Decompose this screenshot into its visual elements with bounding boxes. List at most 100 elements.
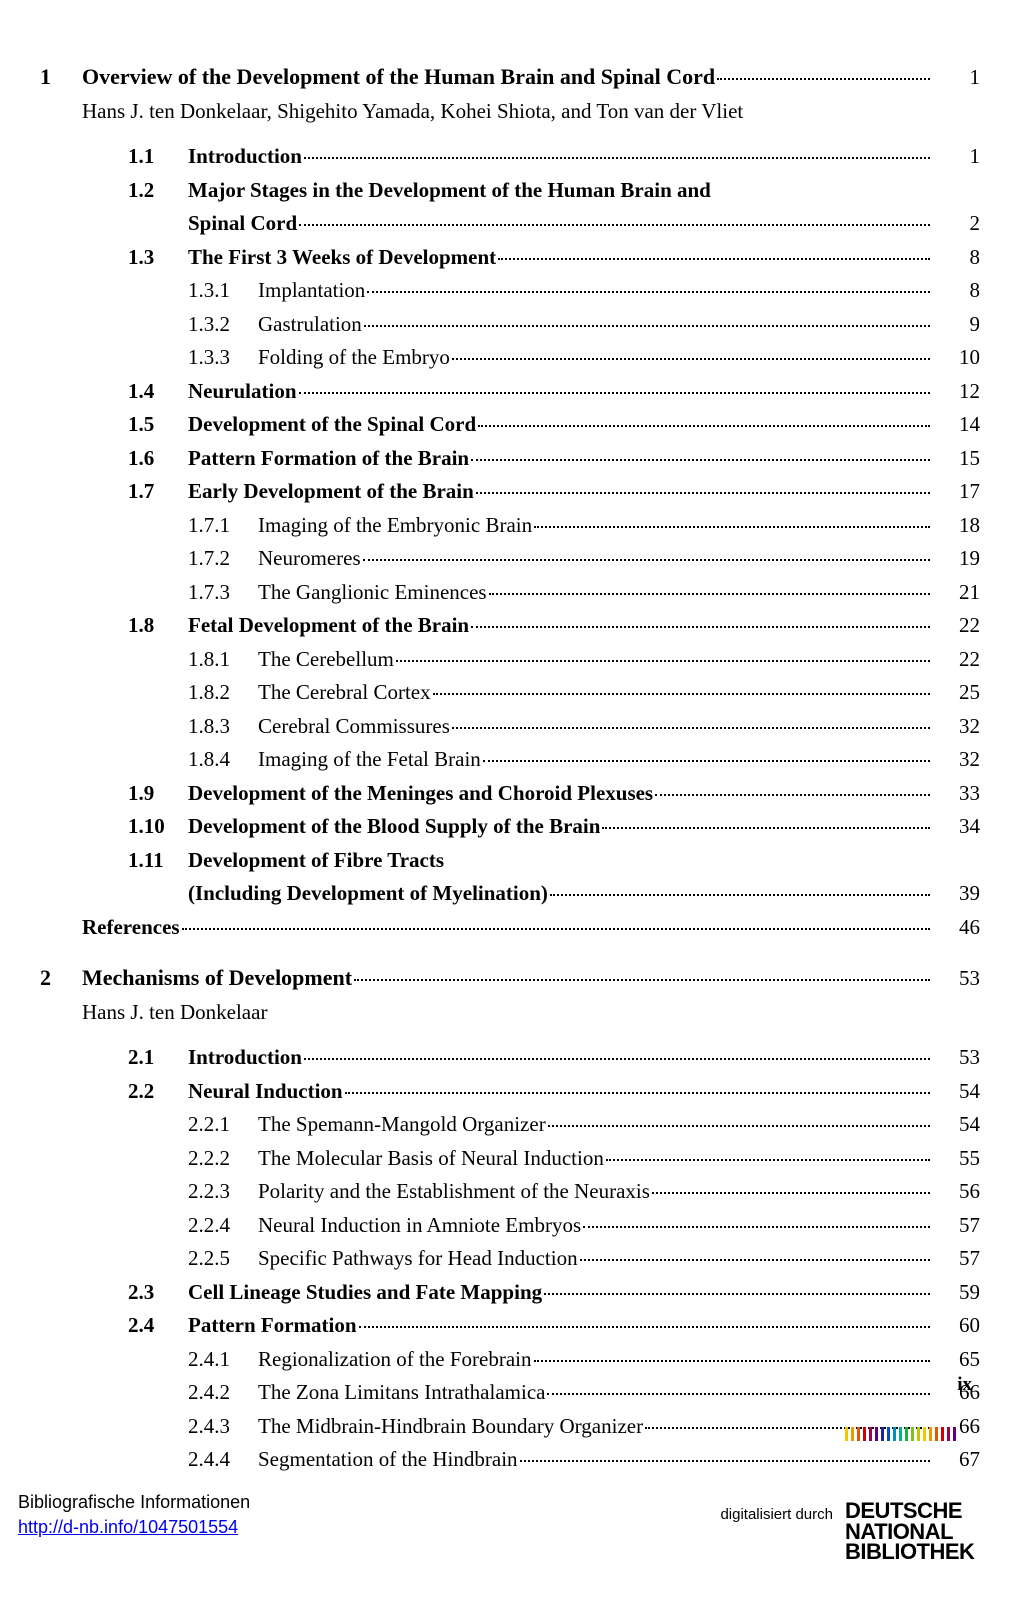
dot-leader (606, 1159, 930, 1161)
section-number: 1.6 (128, 443, 188, 475)
chapter-block: 2Mechanisms of Development53Hans J. ten … (40, 961, 980, 1476)
page-number: 54 (934, 1109, 980, 1141)
subsection-title: The Cerebellum (258, 644, 394, 676)
authors-row: Hans J. ten Donkelaar (40, 997, 980, 1029)
subsection-row: 2.2.5Specific Pathways for Head Inductio… (40, 1243, 980, 1275)
stripe (935, 1427, 938, 1441)
stripe (881, 1427, 884, 1441)
footer-right: digitalisiert durch DEUTSCHE NATIONAL BI… (720, 1427, 1020, 1602)
references-row: References46 (40, 912, 980, 944)
dot-leader (602, 827, 930, 829)
dot-leader (359, 1326, 930, 1328)
subsection-title: The Cerebral Cortex (258, 677, 431, 709)
section-row: 1.3The First 3 Weeks of Development8 (40, 242, 980, 274)
chapter-authors: Hans J. ten Donkelaar, Shigehito Yamada,… (82, 96, 743, 128)
section-title-cont: Spinal Cord (188, 208, 297, 240)
subsection-row: 2.2.3Polarity and the Establishment of t… (40, 1176, 980, 1208)
stripe (845, 1427, 848, 1441)
stripe (869, 1427, 872, 1441)
subsection-title: The Spemann-Mangold Organizer (258, 1109, 546, 1141)
subsection-number: 2.2.4 (188, 1210, 258, 1242)
dot-leader (299, 224, 930, 226)
dot-leader (452, 358, 930, 360)
dot-leader (363, 559, 930, 561)
section-title: Early Development of the Brain (188, 476, 474, 508)
section-title: Neurulation (188, 376, 297, 408)
dot-leader (299, 392, 930, 394)
section-title: Introduction (188, 1042, 302, 1074)
chapter-title: Overview of the Development of the Human… (82, 60, 715, 93)
section-number: 1.5 (128, 409, 188, 441)
section-number: 2.4 (128, 1310, 188, 1342)
section-title: Major Stages in the Development of the H… (188, 175, 711, 207)
authors-row: Hans J. ten Donkelaar, Shigehito Yamada,… (40, 96, 980, 128)
page-number: 22 (934, 644, 980, 676)
subsection-row: 2.4.1Regionalization of the Forebrain65 (40, 1344, 980, 1376)
subsection-number: 2.4.1 (188, 1344, 258, 1376)
dot-leader (354, 979, 930, 981)
subsection-row: 1.8.3Cerebral Commissures32 (40, 711, 980, 743)
section-row: 2.1Introduction53 (40, 1042, 980, 1074)
page-number: 17 (934, 476, 980, 508)
page-number: 57 (934, 1243, 980, 1275)
chapter-content: Mechanisms of Development53 (82, 961, 980, 995)
dot-leader (471, 626, 930, 628)
section-title: Pattern Formation of the Brain (188, 443, 469, 475)
section-row: 1.10Development of the Blood Supply of t… (40, 811, 980, 843)
section-number: 1.4 (128, 376, 188, 408)
stripe (851, 1427, 854, 1441)
dot-leader (550, 894, 930, 896)
section-row: 1.1Introduction1 (40, 141, 980, 173)
dot-leader (544, 1293, 930, 1295)
dot-leader (583, 1226, 930, 1228)
page-number: 19 (934, 543, 980, 575)
section-title: Development of the Blood Supply of the B… (188, 811, 600, 843)
page-number: 34 (934, 811, 980, 843)
dot-leader (547, 1393, 930, 1395)
page-number: 25 (934, 677, 980, 709)
section-title: The First 3 Weeks of Development (188, 242, 496, 274)
section-number: 1.1 (128, 141, 188, 173)
dot-leader (489, 593, 930, 595)
section-number: 1.8 (128, 610, 188, 642)
dot-leader (548, 1125, 930, 1127)
chapter-row: 2Mechanisms of Development53 (40, 961, 980, 995)
dot-leader (433, 693, 930, 695)
page-number: 39 (934, 878, 980, 910)
subsection-title: The Midbrain-Hindbrain Boundary Organize… (258, 1411, 643, 1443)
section-title: Cell Lineage Studies and Fate Mapping (188, 1277, 542, 1309)
stripe (911, 1427, 914, 1441)
page-number: 32 (934, 744, 980, 776)
dot-leader (498, 258, 930, 260)
subsection-title: Regionalization of the Forebrain (258, 1344, 532, 1376)
page-number-roman: ix (957, 1374, 972, 1396)
section-title: Introduction (188, 141, 302, 173)
dnb-logo-text: DEUTSCHE NATIONAL BIBLIOTHEK (845, 1501, 1020, 1562)
subsection-row: 2.2.2The Molecular Basis of Neural Induc… (40, 1143, 980, 1175)
subsection-row: 1.8.2The Cerebral Cortex25 (40, 677, 980, 709)
page-number: 33 (934, 778, 980, 810)
subsection-title: Cerebral Commissures (258, 711, 450, 743)
page-number: 18 (934, 510, 980, 542)
subsection-number: 1.8.1 (188, 644, 258, 676)
subsection-row: 2.2.4Neural Induction in Amniote Embryos… (40, 1210, 980, 1242)
subsection-number: 1.7.2 (188, 543, 258, 575)
biblio-link[interactable]: http://d-nb.info/1047501554 (18, 1517, 238, 1537)
subsection-number: 1.7.3 (188, 577, 258, 609)
section-title: Development of the Spinal Cord (188, 409, 476, 441)
section-row: 1.6Pattern Formation of the Brain15 (40, 443, 980, 475)
chapter-authors: Hans J. ten Donkelaar (82, 997, 267, 1029)
subsection-row: 1.7.3The Ganglionic Eminences21 (40, 577, 980, 609)
section-number: 1.10 (128, 811, 188, 843)
dot-leader (655, 794, 930, 796)
subsection-number: 1.8.4 (188, 744, 258, 776)
section-number: 2.1 (128, 1042, 188, 1074)
subsection-row: 1.3.2Gastrulation9 (40, 309, 980, 341)
section-row: 2.2Neural Induction54 (40, 1076, 980, 1108)
subsection-title: Neural Induction in Amniote Embryos (258, 1210, 581, 1242)
section-row: 1.5Development of the Spinal Cord14 (40, 409, 980, 441)
dot-leader (717, 78, 930, 80)
dot-leader (304, 1058, 930, 1060)
footer: Bibliografische Informationen http://d-n… (0, 1476, 1020, 1571)
dot-leader (182, 928, 930, 930)
